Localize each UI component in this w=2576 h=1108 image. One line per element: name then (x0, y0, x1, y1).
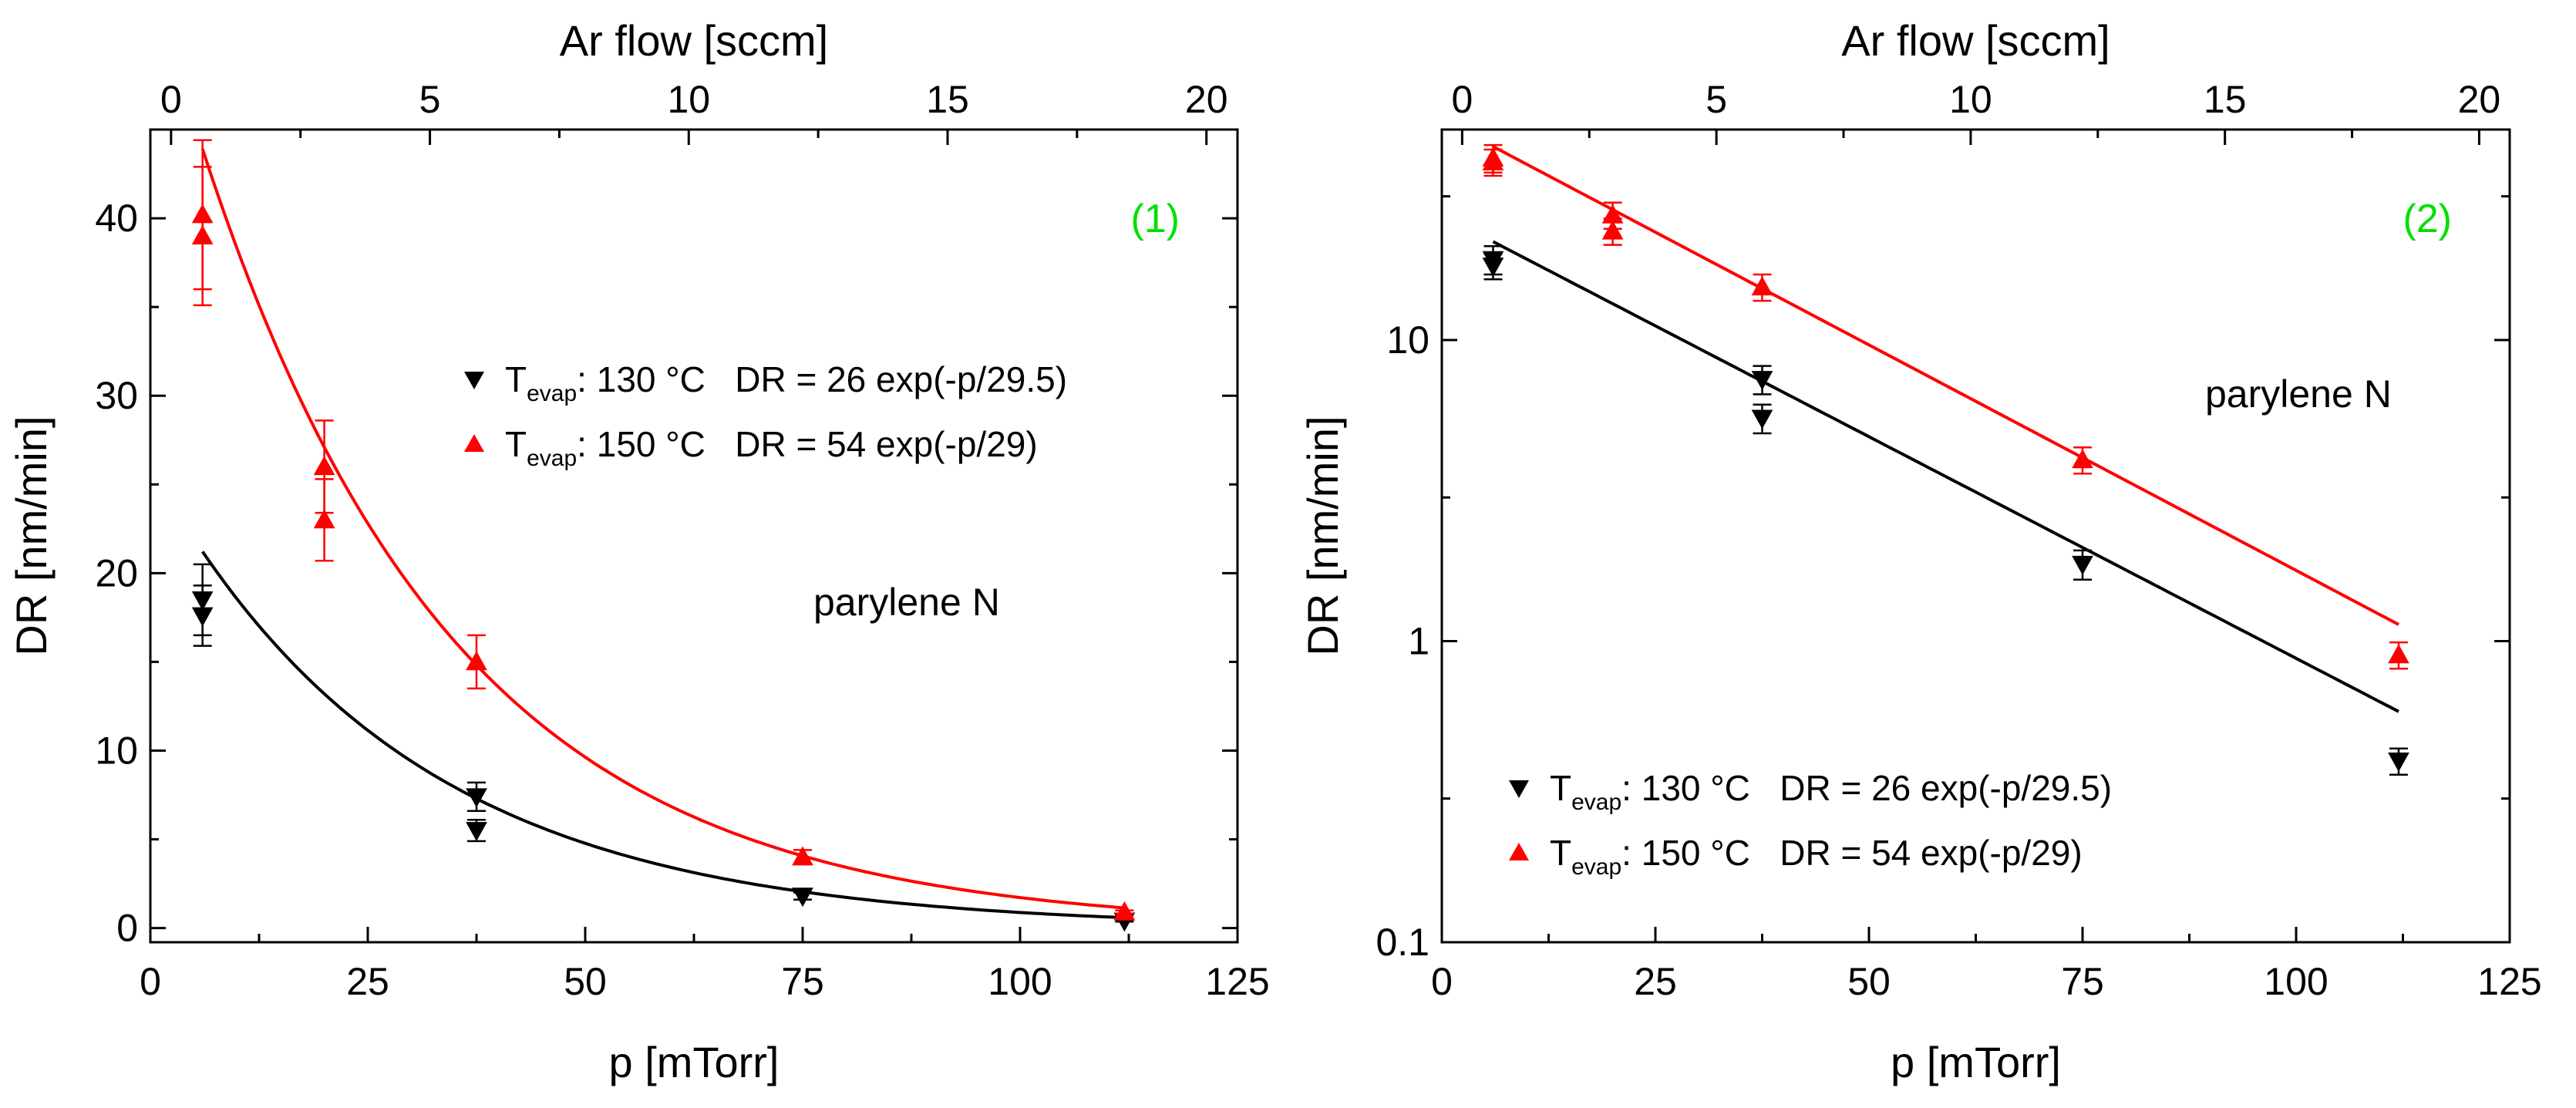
data-point-150 (1601, 220, 1624, 240)
y-tick-label: 0 (116, 907, 138, 950)
panel-label: (1) (1130, 197, 1180, 241)
legend-marker-150 (464, 434, 484, 452)
data-point-150 (1113, 901, 1136, 921)
legend-description: : 150 °C DR = 54 exp(-p/29) (577, 424, 1038, 464)
y-tick-label: 1 (1408, 619, 1429, 662)
x-axis-label: p [mTorr] (609, 1038, 780, 1086)
legend-marker-130 (464, 372, 484, 389)
x-axis-label: p [mTorr] (1891, 1038, 2061, 1086)
y-tick-label: 10 (95, 729, 138, 772)
x-tick-label: 50 (1847, 960, 1891, 1003)
x-tick-label: 25 (1634, 960, 1677, 1003)
x-tick-label: 100 (2264, 960, 2328, 1003)
legend-t: T (505, 359, 527, 399)
top-x-tick-label: 5 (419, 78, 441, 121)
x-tick-label: 50 (564, 960, 607, 1003)
x-tick-label: 0 (140, 960, 161, 1003)
legend-text-150: Tevap: 150 °C DR = 54 exp(-p/29) (1550, 833, 2083, 880)
top-x-tick-label: 15 (926, 78, 969, 121)
legend-subscript: evap (527, 381, 577, 406)
top-x-axis-label: Ar flow [sccm] (560, 16, 828, 65)
data-point-130 (792, 887, 813, 908)
y-tick-label: 10 (1386, 318, 1429, 362)
top-x-tick-label: 10 (1949, 78, 1992, 121)
top-x-tick-label: 15 (2204, 78, 2247, 121)
x-tick-label: 25 (346, 960, 389, 1003)
data-point-150 (466, 651, 487, 671)
y-axis-label: DR [nm/min] (7, 416, 56, 655)
data-point-150 (191, 225, 214, 244)
legend-text-150: Tevap: 150 °C DR = 54 exp(-p/29) (505, 424, 1038, 471)
top-x-tick-label: 0 (160, 78, 182, 121)
data-point-150 (1482, 151, 1504, 171)
x-tick-label: 75 (781, 960, 824, 1003)
annotation: parylene N (813, 581, 1000, 624)
data-point-130 (1751, 371, 1773, 391)
fit-curve-130 (201, 551, 1125, 920)
data-point-150 (2388, 644, 2409, 664)
fit-curve-130 (1492, 240, 2399, 713)
data-point-130 (466, 788, 487, 808)
data-point-130 (2072, 555, 2093, 575)
y-tick-label: 20 (95, 551, 138, 594)
data-point-150 (1751, 276, 1773, 296)
plot-frame (149, 128, 1239, 944)
top-x-tick-label: 20 (1185, 78, 1228, 121)
y-tick-label: 0.1 (1376, 921, 1429, 964)
legend-subscript: evap (1571, 790, 1621, 815)
legend-text-130: Tevap: 130 °C DR = 26 exp(-p/29.5) (505, 359, 1067, 406)
legend-t: T (1550, 768, 1571, 808)
data-point-130 (1482, 258, 1504, 278)
legend-description: : 130 °C DR = 26 exp(-p/29.5) (1621, 768, 2112, 808)
chart-panel-2: 0 25 50 75 100 125 0 5 10 15 20 0.1 1 10 p [mTorr] Ar f… (1298, 16, 2542, 1086)
top-x-tick-label: 20 (2458, 78, 2501, 121)
fit-curve-150 (1492, 145, 2399, 626)
legend-text-130: Tevap: 130 °C DR = 26 exp(-p/29.5) (1550, 768, 2112, 815)
x-tick-label: 75 (2061, 960, 2104, 1003)
legend-t: T (1550, 833, 1571, 873)
x-tick-label: 125 (2477, 960, 2541, 1003)
data-point-130 (466, 822, 487, 842)
y-axis-label: DR [nm/min] (1298, 416, 1347, 655)
data-point-130 (1751, 409, 1773, 429)
y-tick-label: 30 (95, 374, 138, 417)
legend-subscript: evap (1571, 854, 1621, 880)
data-point-150 (313, 509, 335, 529)
data-point-130 (2388, 752, 2409, 772)
legend-subscript: evap (527, 446, 577, 471)
data-point-150 (2072, 449, 2093, 469)
data-point-130 (191, 607, 214, 627)
panel-label: (2) (2403, 197, 2452, 241)
data-point-150 (792, 846, 813, 866)
plot-frame (1440, 128, 2511, 944)
legend-description: : 150 °C DR = 54 exp(-p/29) (1621, 833, 2083, 873)
legend-marker-150 (1509, 843, 1529, 860)
top-x-tick-label: 5 (1706, 78, 1727, 121)
data-point-150 (313, 456, 335, 476)
legend-marker-130 (1509, 780, 1529, 798)
x-tick-label: 100 (988, 960, 1052, 1003)
x-tick-label: 125 (1205, 960, 1269, 1003)
annotation: parylene N (2205, 372, 2392, 416)
top-x-axis-label: Ar flow [sccm] (1841, 16, 2110, 65)
legend-t: T (505, 424, 527, 464)
x-tick-label: 0 (1431, 960, 1453, 1003)
legend-description: : 130 °C DR = 26 exp(-p/29.5) (577, 359, 1067, 399)
fit-curve-150 (200, 148, 1125, 910)
chart-panel-1: 0 25 50 75 100 125 0 5 10 15 20 0 10 20 30 40 p [mTorr] A… (7, 16, 1270, 1086)
y-tick-label: 40 (95, 197, 138, 240)
top-x-tick-label: 10 (667, 78, 710, 121)
top-x-tick-label: 0 (1451, 78, 1473, 121)
